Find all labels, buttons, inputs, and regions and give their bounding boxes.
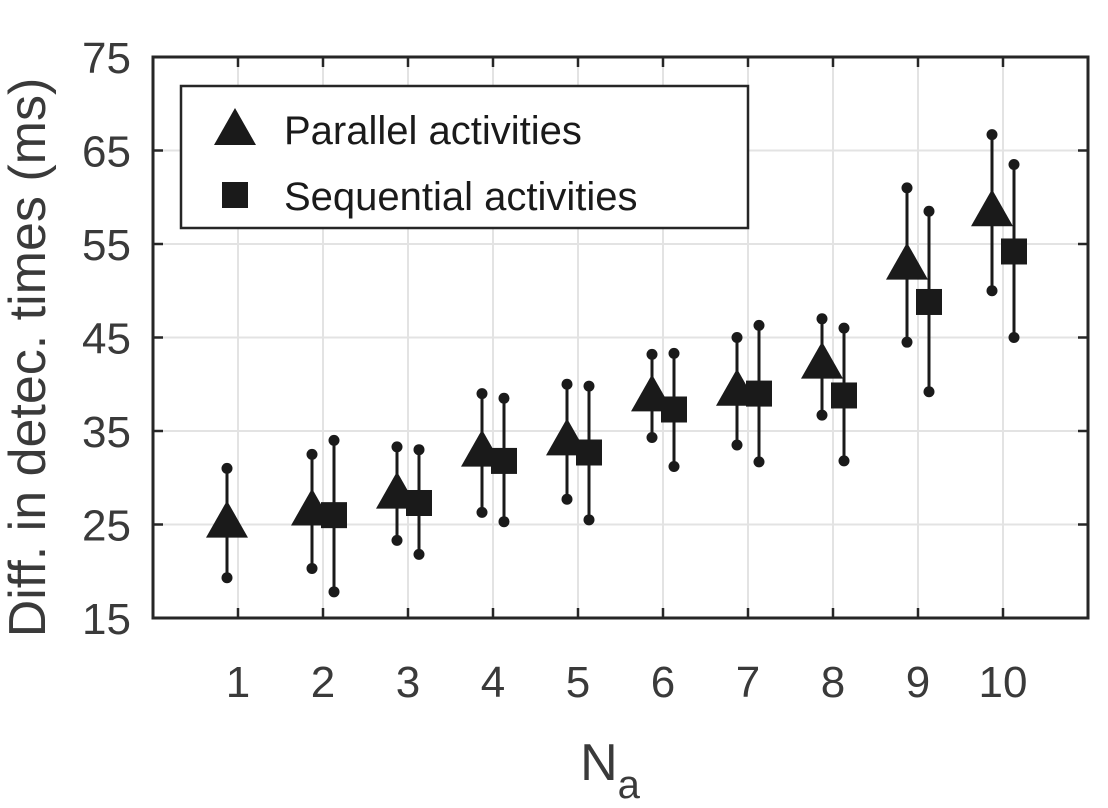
square-marker (746, 380, 772, 407)
square-marker (491, 447, 517, 474)
error-cap-high (221, 462, 233, 474)
legend-marker-square (222, 182, 248, 208)
triangle-point (631, 348, 673, 444)
triangle-point (206, 462, 248, 584)
legend-marker-triangle (214, 108, 256, 145)
triangle-marker (206, 500, 248, 538)
x-tick-label: 7 (736, 658, 760, 707)
error-cap-low (731, 439, 743, 451)
x-tick-labels: 1 2 3 4 5 6 7 8 9 10 (226, 658, 1028, 707)
legend: Parallel activities Sequential activitie… (179, 84, 750, 230)
triangle-point (886, 182, 928, 348)
y-tick-labels: 15 25 35 45 55 65 75 (82, 34, 131, 644)
error-cap-low (476, 506, 488, 518)
error-cap-low (221, 572, 233, 584)
error-cap-high (901, 182, 913, 194)
x-tick-label: 1 (226, 658, 250, 707)
error-cap-low (561, 493, 573, 505)
y-tick-label: 25 (82, 502, 131, 551)
error-cap-high (328, 434, 340, 446)
square-point (576, 380, 602, 526)
x-tick-label: 4 (481, 658, 505, 707)
error-cap-low (816, 409, 828, 421)
error-cap-low (668, 461, 680, 473)
error-cap-high (753, 319, 765, 331)
y-tick-label: 45 (82, 315, 131, 364)
square-point (1001, 159, 1027, 343)
triangle-point (801, 313, 843, 421)
error-cap-high (413, 444, 425, 456)
error-cap-low (901, 336, 913, 348)
triangle-marker (801, 341, 843, 379)
error-cap-high (306, 448, 318, 460)
error-cap-high (838, 322, 850, 334)
error-cap-high (816, 313, 828, 325)
square-point (491, 392, 517, 528)
error-cap-low (986, 285, 998, 297)
x-axis-label-main: N (580, 734, 618, 792)
x-tick-label: 8 (821, 658, 845, 707)
x-tick-label: 10 (979, 658, 1028, 707)
square-point (831, 322, 857, 467)
square-marker (576, 439, 602, 466)
error-cap-low (1008, 332, 1020, 343)
square-point (406, 444, 432, 560)
square-marker (406, 489, 432, 516)
square-marker (831, 382, 857, 409)
error-cap-low (413, 548, 425, 560)
square-marker (321, 502, 347, 529)
error-cap-low (498, 516, 510, 528)
error-cap-low (838, 455, 850, 467)
error-cap-high (1008, 159, 1020, 171)
error-cap-high (391, 441, 403, 453)
error-cap-low (646, 432, 658, 444)
error-cap-high (923, 205, 935, 217)
square-point (321, 434, 347, 598)
triangle-marker (971, 189, 1013, 227)
error-cap-low (753, 456, 765, 468)
x-tick-label: 6 (651, 658, 675, 707)
square-marker (916, 288, 942, 315)
error-cap-high (561, 378, 573, 390)
triangle-marker (886, 242, 928, 280)
error-cap-low (923, 386, 935, 398)
error-cap-low (391, 534, 403, 546)
error-cap-low (583, 514, 595, 526)
x-tick-label: 9 (906, 658, 930, 707)
error-cap-high (731, 332, 743, 343)
error-cap-low (328, 586, 340, 598)
legend-box (179, 84, 750, 230)
error-cap-high (668, 347, 680, 359)
y-tick-label: 35 (82, 408, 131, 457)
y-tick-label: 55 (82, 221, 131, 270)
y-tick-label: 15 (82, 595, 131, 644)
legend-label-parallel: Parallel activities (284, 109, 582, 153)
square-marker (1001, 238, 1027, 265)
square-marker (661, 396, 687, 423)
error-cap-high (583, 380, 595, 392)
triangle-point (971, 129, 1013, 297)
x-tick-label: 5 (566, 658, 590, 707)
data-marks (206, 129, 1027, 598)
error-cap-high (646, 348, 658, 360)
error-cap-high (986, 129, 998, 141)
y-tick-label: 65 (82, 128, 131, 177)
square-point (661, 347, 687, 473)
x-axis-label: Na (580, 734, 641, 807)
error-cap-low (306, 562, 318, 574)
square-point (916, 205, 942, 398)
y-tick-label: 75 (82, 34, 131, 83)
x-axis-label-subscript: a (618, 763, 641, 807)
axis-ticks (153, 55, 1088, 620)
x-tick-label: 3 (396, 658, 420, 707)
error-cap-high (498, 392, 510, 404)
x-tick-label: 2 (311, 658, 335, 707)
y-axis-label: Diff. in detec. times (ms) (0, 78, 57, 638)
error-cap-high (476, 388, 488, 400)
square-point (746, 319, 772, 468)
legend-label-sequential: Sequential activities (284, 175, 638, 219)
